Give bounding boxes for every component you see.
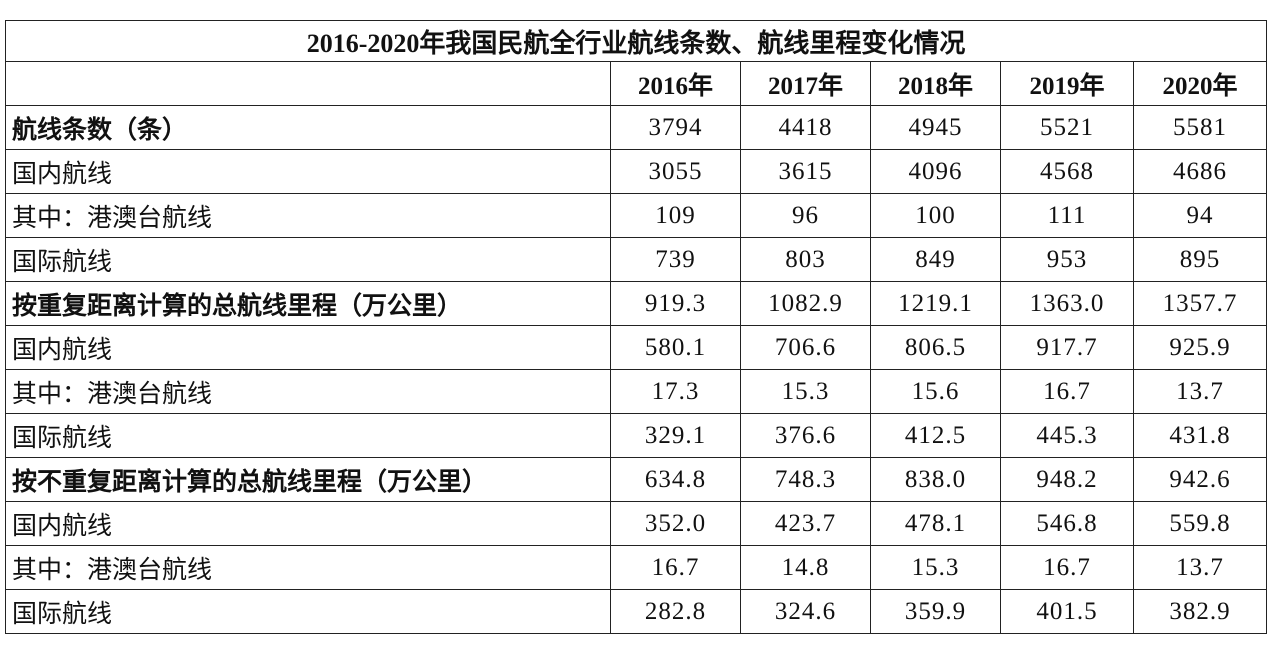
value-cell: 352.0 (610, 501, 741, 546)
value-cell: 14.8 (740, 545, 871, 590)
year-header: 2018年 (870, 61, 1001, 106)
data-row: 国际航线 329.1 376.6 412.5 445.3 431.8 (5, 413, 1268, 458)
value-cell: 4418 (740, 105, 871, 150)
data-row: 国际航线 739 803 849 953 895 (5, 237, 1268, 282)
year-header: 2016年 (610, 61, 741, 106)
value-cell: 1219.1 (870, 281, 1001, 326)
value-cell: 5581 (1132, 105, 1268, 150)
value-cell: 94 (1132, 193, 1268, 238)
corner-cell (5, 61, 611, 106)
row-label: 国际航线 (5, 237, 611, 282)
value-cell: 559.8 (1132, 501, 1268, 546)
row-label: 国际航线 (5, 413, 611, 458)
row-label: 其中：港澳台航线 (5, 369, 611, 414)
value-cell: 15.3 (740, 369, 871, 414)
value-cell: 3794 (610, 105, 741, 150)
row-label: 国际航线 (5, 589, 611, 634)
data-row: 其中：港澳台航线 109 96 100 111 94 (5, 193, 1268, 238)
value-cell: 16.7 (610, 545, 741, 590)
value-cell: 1363.0 (1000, 281, 1134, 326)
value-cell: 376.6 (740, 413, 871, 458)
value-cell: 423.7 (740, 501, 871, 546)
data-row: 国内航线 580.1 706.6 806.5 917.7 925.9 (5, 325, 1268, 370)
value-cell: 96 (740, 193, 871, 238)
value-cell: 1082.9 (740, 281, 871, 326)
value-cell: 15.3 (870, 545, 1001, 590)
value-cell: 942.6 (1132, 457, 1268, 502)
header-row: 2016年 2017年 2018年 2019年 2020年 (5, 61, 1268, 106)
value-cell: 16.7 (1000, 369, 1134, 414)
value-cell: 282.8 (610, 589, 741, 634)
value-cell: 13.7 (1132, 369, 1268, 414)
value-cell: 806.5 (870, 325, 1001, 370)
value-cell: 748.3 (740, 457, 871, 502)
value-cell: 838.0 (870, 457, 1001, 502)
row-label: 其中：港澳台航线 (5, 193, 611, 238)
table-body: 2016-2020年我国民航全行业航线条数、航线里程变化情况 2016年 2017… (4, 20, 1268, 634)
year-header: 2020年 (1132, 61, 1268, 106)
row-label: 航线条数（条） (5, 105, 611, 150)
data-row: 其中：港澳台航线 16.7 14.8 15.3 16.7 13.7 (5, 545, 1268, 590)
value-cell: 953 (1000, 237, 1134, 282)
data-row: 国内航线 3055 3615 4096 4568 4686 (5, 149, 1268, 194)
row-label: 其中：港澳台航线 (5, 545, 611, 590)
value-cell: 15.6 (870, 369, 1001, 414)
value-cell: 5521 (1000, 105, 1134, 150)
value-cell: 16.7 (1000, 545, 1134, 590)
value-cell: 478.1 (870, 501, 1001, 546)
value-cell: 634.8 (610, 457, 741, 502)
data-row: 其中：港澳台航线 17.3 15.3 15.6 16.7 13.7 (5, 369, 1268, 414)
value-cell: 382.9 (1132, 589, 1268, 634)
value-cell: 546.8 (1000, 501, 1134, 546)
value-cell: 17.3 (610, 369, 741, 414)
data-row: 航线条数（条） 3794 4418 4945 5521 5581 (5, 105, 1268, 150)
value-cell: 13.7 (1132, 545, 1268, 590)
value-cell: 412.5 (870, 413, 1001, 458)
value-cell: 895 (1132, 237, 1268, 282)
row-label: 国内航线 (5, 149, 611, 194)
row-label: 国内航线 (5, 325, 611, 370)
value-cell: 803 (740, 237, 871, 282)
value-cell: 739 (610, 237, 741, 282)
value-cell: 359.9 (870, 589, 1001, 634)
value-cell: 111 (1000, 193, 1134, 238)
year-header: 2019年 (1000, 61, 1134, 106)
value-cell: 1357.7 (1132, 281, 1268, 326)
value-cell: 4568 (1000, 149, 1134, 194)
data-row: 国际航线 282.8 324.6 359.9 401.5 382.9 (5, 589, 1268, 634)
value-cell: 706.6 (740, 325, 871, 370)
value-cell: 919.3 (610, 281, 741, 326)
data-table: 2016-2020年我国民航全行业航线条数、航线里程变化情况 2016年 2017… (4, 20, 1268, 634)
value-cell: 948.2 (1000, 457, 1134, 502)
value-cell: 401.5 (1000, 589, 1134, 634)
value-cell: 4686 (1132, 149, 1268, 194)
value-cell: 3615 (740, 149, 871, 194)
value-cell: 109 (610, 193, 741, 238)
value-cell: 100 (870, 193, 1001, 238)
value-cell: 925.9 (1132, 325, 1268, 370)
row-label: 按不重复距离计算的总航线里程（万公里） (5, 457, 611, 502)
data-row: 按不重复距离计算的总航线里程（万公里） 634.8 748.3 838.0 948.2 9… (5, 457, 1268, 502)
value-cell: 3055 (610, 149, 741, 194)
row-label: 国内航线 (5, 501, 611, 546)
value-cell: 445.3 (1000, 413, 1134, 458)
value-cell: 324.6 (740, 589, 871, 634)
value-cell: 4096 (870, 149, 1001, 194)
value-cell: 431.8 (1132, 413, 1268, 458)
data-row: 按重复距离计算的总航线里程（万公里） 919.3 1082.9 1219.1 1363.… (5, 281, 1268, 326)
row-label: 按重复距离计算的总航线里程（万公里） (5, 281, 611, 326)
data-row: 国内航线 352.0 423.7 478.1 546.8 559.8 (5, 501, 1268, 546)
value-cell: 4945 (870, 105, 1001, 150)
value-cell: 849 (870, 237, 1001, 282)
table-title: 2016-2020年我国民航全行业航线条数、航线里程变化情况 (4, 20, 1268, 62)
value-cell: 580.1 (610, 325, 741, 370)
year-header: 2017年 (740, 61, 871, 106)
value-cell: 917.7 (1000, 325, 1134, 370)
value-cell: 329.1 (610, 413, 741, 458)
title-row: 2016-2020年我国民航全行业航线条数、航线里程变化情况 (4, 20, 1268, 62)
